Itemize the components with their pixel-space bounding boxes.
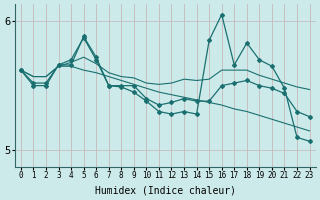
X-axis label: Humidex (Indice chaleur): Humidex (Indice chaleur) xyxy=(95,186,236,196)
